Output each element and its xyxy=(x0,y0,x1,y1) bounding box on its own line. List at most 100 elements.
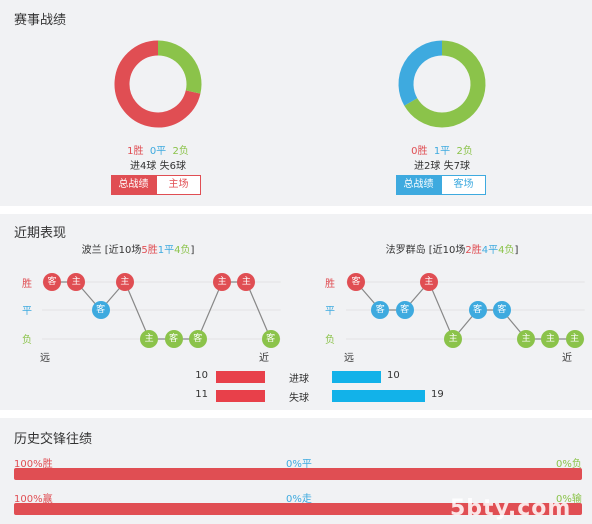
away-form-marker[interactable]: 主 xyxy=(419,273,438,291)
tab-away-away[interactable]: 客场 xyxy=(441,175,486,195)
away-recent-loss: 4负 xyxy=(498,245,515,256)
tab-home-home[interactable]: 主场 xyxy=(156,175,201,195)
home-recent-win: 5胜 xyxy=(141,245,158,256)
home-record-donut xyxy=(114,40,202,128)
home-form-marker[interactable]: 客 xyxy=(43,273,61,291)
home-form-chart: 胜 平 负 远 近 客主客主主客客主主客 xyxy=(0,214,300,374)
away-form-marker[interactable]: 客 xyxy=(492,301,511,319)
away-form-lines xyxy=(346,280,585,341)
home-scored-value: 10 xyxy=(195,370,208,381)
away-form-draw-label: 平 xyxy=(325,306,335,317)
donut-loss-slice xyxy=(404,40,486,128)
home-goals-summary: 进4球 失6球 xyxy=(88,157,228,172)
away-record-win: 0胜 xyxy=(411,146,428,157)
home-goals-scored: 进4球 xyxy=(130,161,157,172)
goals-scored-label: 进球 xyxy=(289,374,309,385)
home-recent-header: 波兰 [近10场5胜1平4负] xyxy=(40,241,236,256)
away-form-chart: 胜 平 负 远 近 客客客主主客客主主主 xyxy=(0,214,592,374)
home-form-marker[interactable]: 主 xyxy=(67,273,86,291)
away-form-marker[interactable]: 主 xyxy=(517,330,536,348)
home-form-far-label: 远 xyxy=(40,353,50,364)
h2h-row2-right: 0%输 xyxy=(556,494,582,505)
away-record-donut xyxy=(398,40,486,128)
recent-section: 近期表现 波兰 [近10场5胜1平4负] 法罗群岛 [近10场2胜4平4负] 胜… xyxy=(0,214,592,410)
away-form-win-label: 胜 xyxy=(325,279,335,290)
away-recent-suffix: ] xyxy=(514,245,519,256)
h2h-row1-bar xyxy=(14,468,582,480)
away-form-marker[interactable]: 主 xyxy=(444,330,463,348)
home-recent-team: 波兰 xyxy=(81,245,102,256)
section-title-h2h: 历史交锋往绩 xyxy=(14,432,93,447)
home-form-marker[interactable]: 客 xyxy=(261,330,280,348)
donut-win-slice xyxy=(114,40,201,128)
away-form-marker[interactable]: 主 xyxy=(565,330,584,348)
away-record-loss: 2负 xyxy=(456,146,473,157)
away-goals-summary: 进2球 失7球 xyxy=(372,157,512,172)
h2h-row2-bar xyxy=(14,503,582,515)
home-record-loss: 2负 xyxy=(172,146,189,157)
section-title-recent: 近期表现 xyxy=(14,226,67,241)
h2h-row1-right: 0%负 xyxy=(556,459,582,470)
away-form-marker[interactable]: 客 xyxy=(371,301,390,319)
section-title-record: 赛事战绩 xyxy=(14,13,67,28)
home-recent-draw: 1平 xyxy=(157,245,175,256)
away-recent-prefix: [近10场 xyxy=(425,245,466,256)
home-record-tabs: 总战绩 主场 xyxy=(111,175,201,195)
home-record-draw: 0平 xyxy=(149,146,167,157)
away-recent-win: 2胜 xyxy=(465,245,482,256)
donut-loss-slice xyxy=(157,40,202,94)
home-form-marker[interactable]: 客 xyxy=(188,330,207,348)
away-conceded-bar xyxy=(332,390,425,402)
goals-conceded-label: 失球 xyxy=(289,393,309,404)
home-form-marker[interactable]: 客 xyxy=(164,330,183,348)
home-form-win-label: 胜 xyxy=(22,279,32,290)
tab-home-overall[interactable]: 总战绩 xyxy=(111,175,156,195)
home-record-win: 1胜 xyxy=(127,146,144,157)
home-form-marker[interactable]: 客 xyxy=(91,301,110,319)
home-goals-conceded: 失6球 xyxy=(159,161,186,172)
away-goals-scored: 进2球 xyxy=(414,161,441,172)
away-conceded-value: 19 xyxy=(431,389,444,400)
tab-away-overall[interactable]: 总战绩 xyxy=(396,175,441,195)
home-recent-loss: 4负 xyxy=(174,245,191,256)
home-form-near-label: 近 xyxy=(259,353,269,364)
home-scored-bar xyxy=(216,371,265,383)
home-form-marker[interactable]: 主 xyxy=(237,273,256,291)
away-recent-draw: 4平 xyxy=(481,245,499,256)
home-form-marker[interactable]: 主 xyxy=(115,273,134,291)
away-form-near-label: 近 xyxy=(562,353,572,364)
home-record-summary: 1胜 0平 2负 xyxy=(88,142,228,157)
watermark: 5bty.com xyxy=(450,496,572,521)
h2h-row2-left: 100%赢 xyxy=(14,494,53,505)
away-form-line xyxy=(355,280,575,341)
home-form-marker[interactable]: 主 xyxy=(140,330,159,348)
away-record-tabs: 总战绩 客场 xyxy=(396,175,486,195)
away-form-marker[interactable]: 主 xyxy=(541,330,560,348)
away-record-draw: 1平 xyxy=(433,146,451,157)
home-form-marker[interactable]: 主 xyxy=(213,273,232,291)
away-form-loss-label: 负 xyxy=(325,335,335,346)
home-recent-suffix: ] xyxy=(190,245,195,256)
home-recent-prefix: [近10场 xyxy=(101,245,142,256)
away-form-marker[interactable]: 客 xyxy=(395,301,414,319)
h2h-row2-mid: 0%走 xyxy=(286,494,312,505)
away-record-summary: 0胜 1平 2负 xyxy=(372,142,512,157)
h2h-section: 历史交锋往绩 100%胜 0%平 0%负 100%赢 0%走 0%输 5bty.… xyxy=(0,418,592,524)
away-recent-header: 法罗群岛 [近10场2胜4平4负] xyxy=(352,241,552,256)
home-conceded-bar xyxy=(216,390,265,402)
h2h-row1-left: 100%胜 xyxy=(14,459,53,470)
away-recent-team: 法罗群岛 xyxy=(385,245,426,256)
record-section: 赛事战绩 1胜 0平 2负 进4球 失6球 总战绩 主场 0胜 1平 2负 进2… xyxy=(0,0,592,206)
home-form-line xyxy=(52,280,272,340)
home-conceded-value: 11 xyxy=(195,389,208,400)
away-form-far-label: 远 xyxy=(344,353,354,364)
away-goals-conceded: 失7球 xyxy=(443,161,470,172)
donut-draw-slice xyxy=(398,40,443,106)
h2h-row1-mid: 0%平 xyxy=(286,459,312,470)
away-scored-bar xyxy=(332,371,381,383)
away-form-marker[interactable]: 客 xyxy=(468,301,487,319)
home-form-loss-label: 负 xyxy=(22,335,32,346)
home-form-draw-label: 平 xyxy=(22,306,32,317)
away-scored-value: 10 xyxy=(387,370,400,381)
away-form-marker[interactable]: 客 xyxy=(347,273,365,291)
